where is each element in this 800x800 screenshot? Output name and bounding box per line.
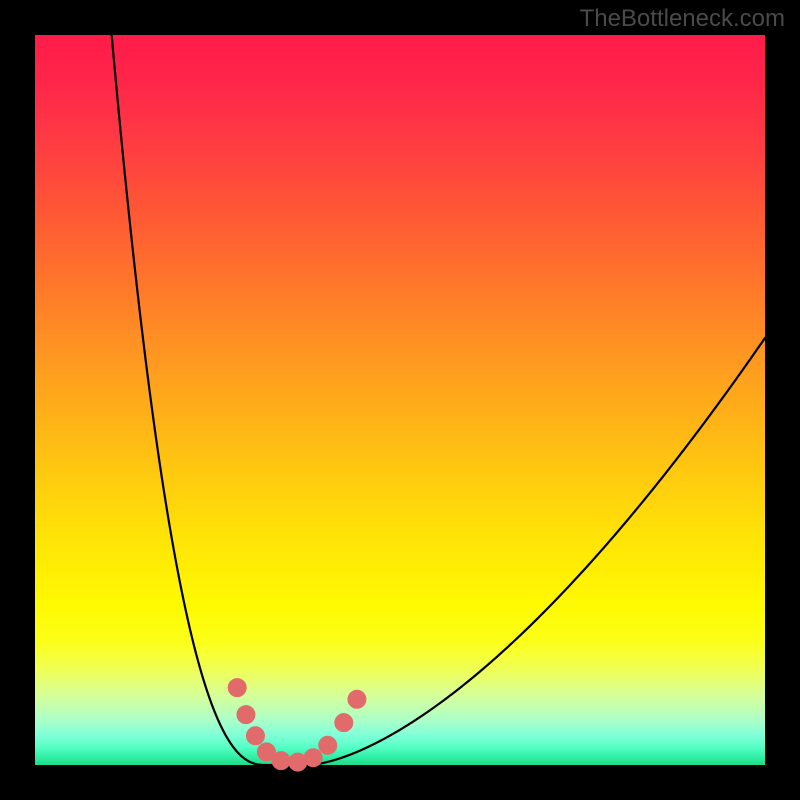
watermark-label: TheBottleneck.com	[580, 5, 785, 33]
chart-stage: TheBottleneck.com	[0, 0, 800, 800]
gradient-plot-background	[35, 35, 765, 765]
